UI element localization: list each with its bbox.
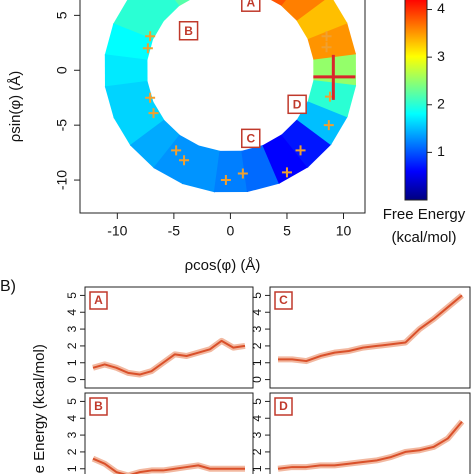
point [220,175,231,186]
panel-label-box [274,397,293,416]
ring-cell [104,54,148,88]
line [92,457,245,474]
y-tick-label: 0 [54,66,70,74]
ring-cell [281,119,332,168]
panel-label: B [94,399,103,413]
y-tick-label: -10 [54,170,70,190]
annotation: A [246,0,255,9]
point [321,42,332,53]
ring-cell [262,134,309,184]
annotation-box [241,128,261,149]
ring-cell [241,145,280,193]
panel-frame [269,392,471,474]
line [277,420,463,470]
panel-label-box [89,291,108,310]
x-tick-label: -10 [107,223,127,239]
point [145,92,156,103]
y-tick-label: 2 [250,448,264,455]
x-tick-label: 5 [283,223,291,239]
colorbar-tick-label: 4 [437,0,445,16]
colorbar-label: (kcal/mol) [391,229,456,246]
y-tick-label: 2 [65,342,79,349]
ring-cell [181,145,221,193]
panel-label: C [279,293,288,307]
line [92,339,246,376]
line [278,294,463,363]
annotation-box [241,0,261,12]
colorbar-tick-label: 1 [437,143,445,159]
annotation: D [293,97,302,111]
panel-frame [269,286,471,389]
y-tick-label: 3 [250,325,264,332]
ring-cell [134,0,180,22]
point [145,31,156,42]
colorbar [404,0,428,201]
y-tick-label: 0 [250,376,264,383]
x-axis-label: ρcos(φ) (Å) [185,257,261,274]
y-tick-label: 4 [250,309,264,316]
annotation-box [287,94,307,115]
x-tick-label: 10 [336,223,352,239]
point [295,145,306,156]
panel-frame [84,392,254,474]
panels-y-label: Free Energy (kcal/mol) [31,344,48,474]
ring-cell [307,22,356,60]
ring-cell [270,0,286,6]
y-tick-label: 1 [65,465,79,472]
ring-cell [104,23,154,61]
y-tick-label: 2 [250,342,264,349]
point [148,108,159,119]
y-axis-label: ρsin(φ) (Å) [7,71,24,143]
colorbar-label: Free Energy [383,206,466,223]
annotation-box [178,20,199,41]
y-tick-label: 0 [65,376,79,383]
ring-cell [104,80,154,119]
y-tick-label: 1 [250,359,264,366]
panel-label: D [279,399,288,413]
y-tick-label: 1 [65,359,79,366]
band [278,293,464,365]
ring-cell [129,119,181,169]
y-tick-label: 5 [65,398,79,405]
ring-cell [280,0,325,21]
x-tick-label: -5 [168,223,181,239]
panel-label-box [274,291,293,310]
point [281,167,292,178]
colorbar-tick-label: 3 [437,48,445,64]
y-tick-label: 3 [250,431,264,438]
panel-label-box [89,397,108,416]
panel-label: A [94,293,103,307]
highlight [313,54,356,100]
ring-cell [296,0,348,40]
annotation: C [246,132,255,146]
y-tick-label: 3 [65,325,79,332]
y-tick-label: 2 [65,448,79,455]
point [237,168,248,179]
x-tick-label: 0 [227,223,235,239]
y-tick-label: 3 [65,431,79,438]
colorbar-tick-label: 2 [437,95,445,111]
annotation: B [184,24,193,38]
ring-cell [112,0,165,40]
y-tick-label: 1 [250,465,264,472]
point [171,145,182,156]
y-tick-label: 4 [65,309,79,316]
y-tick-label: 4 [65,415,79,422]
y-tick-label: 5 [250,398,264,405]
y-tick-label: 5 [250,292,264,299]
y-tick-label: 4 [250,415,264,422]
plot-frame [79,0,366,214]
section-label: B) [0,278,16,295]
panel-frame [84,286,254,389]
point [179,155,190,166]
ring-cell [213,150,249,193]
y-tick-label: -5 [54,119,70,132]
point [323,120,334,131]
point [321,31,332,42]
y-tick-label: 5 [65,292,79,299]
point [142,43,153,54]
y-tick-label: 5 [54,11,70,19]
